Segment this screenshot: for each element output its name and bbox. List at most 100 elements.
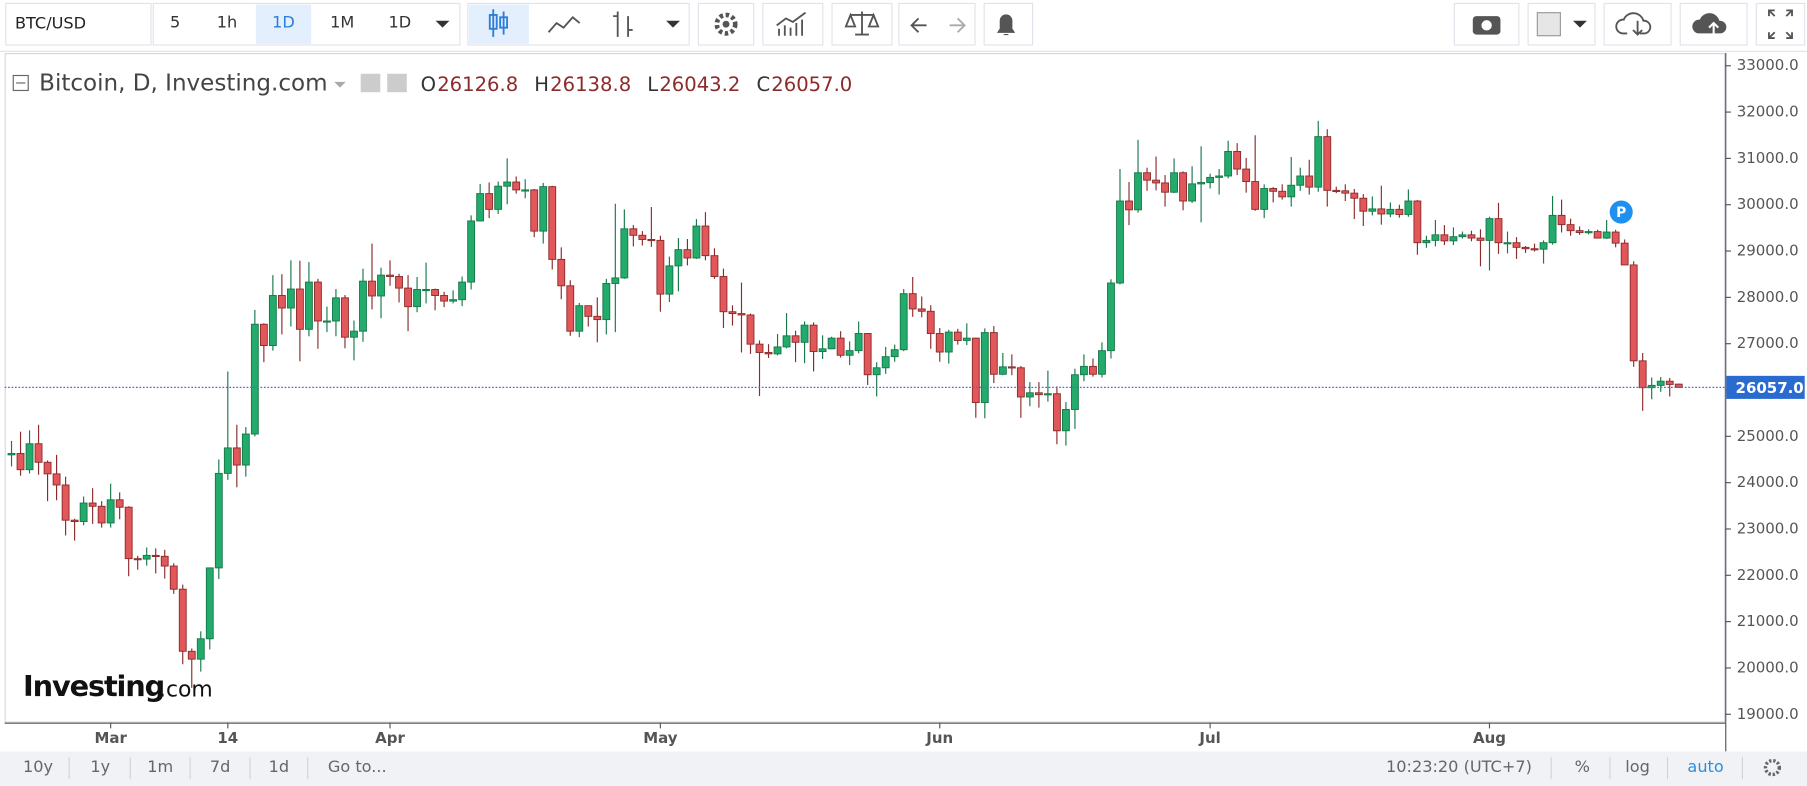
candle-body <box>1458 234 1467 238</box>
dropdown-arrow[interactable] <box>435 20 450 28</box>
candle-body <box>854 333 863 352</box>
dropdown-arrow[interactable] <box>1573 20 1587 28</box>
interval[interactable]: 1D <box>272 13 295 32</box>
goto-btn[interactable]: Go to... <box>328 757 387 776</box>
bars-icon[interactable] <box>613 11 633 37</box>
candle-body <box>1494 218 1503 244</box>
candle-body <box>917 308 926 312</box>
indicators-icon[interactable] <box>776 11 807 36</box>
readout-value: 26057.0 <box>771 73 852 96</box>
candle-body <box>827 337 836 350</box>
cloud-up-icon[interactable] <box>1692 13 1727 34</box>
candle-body <box>701 225 710 257</box>
line-icon[interactable] <box>547 16 581 33</box>
series-title: Bitcoin, D, Investing.com <box>39 71 327 97</box>
candle-body <box>737 313 746 316</box>
candle-body <box>1197 182 1206 185</box>
logo-suffix: .com <box>159 677 213 702</box>
x-tick-label: 14 <box>217 729 238 747</box>
candles-icon[interactable] <box>488 9 508 37</box>
candle-body <box>214 472 223 569</box>
candle-body <box>953 331 962 341</box>
candle-body <box>88 502 97 507</box>
candle-body <box>386 274 394 277</box>
cloud-down-icon[interactable] <box>1615 12 1652 36</box>
candle-body <box>1161 182 1169 193</box>
gear-icon[interactable] <box>714 12 738 36</box>
interval[interactable]: 1h <box>217 13 237 32</box>
candle-body <box>494 185 503 210</box>
candle-body <box>232 447 241 466</box>
candle-body <box>404 287 412 308</box>
eye-icon[interactable] <box>360 73 381 93</box>
gear-small-icon[interactable] <box>387 73 407 93</box>
redo-icon[interactable] <box>949 17 966 33</box>
candle-body <box>1116 200 1124 284</box>
candle-body <box>1323 136 1332 191</box>
color-swatch[interactable] <box>1536 12 1561 37</box>
undo-icon[interactable] <box>910 17 927 33</box>
candle-body <box>1179 172 1187 202</box>
bottom-gear[interactable] <box>1763 758 1782 777</box>
candle-body <box>1395 208 1404 215</box>
interval[interactable]: 1M <box>330 13 354 32</box>
candle-body <box>1611 231 1620 244</box>
candle-body <box>422 289 430 292</box>
candle-body <box>1629 264 1638 362</box>
candle-body <box>1377 208 1386 215</box>
alert-icon[interactable] <box>996 14 1016 36</box>
annotation-marker[interactable] <box>1609 200 1633 224</box>
range-btn[interactable]: 1d <box>269 757 289 776</box>
candle-body <box>314 281 322 322</box>
fullscreen-btn[interactable] <box>1755 2 1806 46</box>
candle-body <box>1665 380 1674 385</box>
candle-body <box>79 502 88 523</box>
candle-body <box>43 461 52 475</box>
candle-body <box>1449 236 1458 242</box>
symbol-box[interactable] <box>5 2 152 46</box>
candle-body <box>638 234 647 240</box>
dropdown-arrow[interactable] <box>666 20 680 28</box>
readout-value: 26138.8 <box>550 73 631 96</box>
plot-area <box>7 120 1683 688</box>
candle-body <box>16 453 25 471</box>
candle-body <box>332 297 340 322</box>
symbol[interactable]: BTC/USD <box>15 14 86 33</box>
candle-body <box>440 295 449 302</box>
bottom-bar <box>0 751 1807 786</box>
candle-body <box>1034 392 1043 396</box>
percent-btn[interactable]: % <box>1575 757 1590 776</box>
fullscreen-icon[interactable] <box>1768 9 1793 39</box>
candle-body <box>1530 248 1539 251</box>
toolbar: BTC/USD 5 1h 1D 1M 1D <box>0 0 1807 52</box>
active-chart-type <box>469 4 529 44</box>
interval[interactable]: 1D <box>389 13 412 32</box>
y-tick-label: 19000.0 <box>1737 705 1799 723</box>
range-btn[interactable]: 1y <box>90 757 110 776</box>
candle-body <box>151 554 160 557</box>
ohlc-readout: O 26126.8 H 26138.8 L 26043.2 C 26057.0 <box>421 73 853 96</box>
candle-body <box>899 293 908 351</box>
candle-body <box>97 505 106 524</box>
title-dropdown[interactable] <box>334 81 346 88</box>
range-btn[interactable]: 7d <box>210 757 230 776</box>
indicators-btn[interactable] <box>762 2 824 46</box>
candle-body <box>1215 175 1224 178</box>
interval[interactable]: 5 <box>170 13 180 32</box>
readout-letter: O <box>421 73 436 96</box>
candle-body <box>1062 409 1070 432</box>
range-btn[interactable]: 1m <box>147 757 173 776</box>
compare-icon[interactable] <box>844 11 880 36</box>
auto-btn[interactable]: auto <box>1687 757 1723 776</box>
log-btn[interactable]: log <box>1625 757 1650 776</box>
candle-body <box>1521 246 1530 250</box>
candle-body <box>323 320 331 323</box>
camera-lens <box>1481 20 1492 31</box>
readout-letter: C <box>756 73 770 96</box>
candle-body <box>305 281 313 330</box>
candle-body <box>1467 234 1476 239</box>
candle-body <box>1404 200 1413 215</box>
range-btn[interactable]: 10y <box>23 757 54 776</box>
candle-body <box>1143 172 1151 181</box>
candle-body <box>1548 214 1557 244</box>
